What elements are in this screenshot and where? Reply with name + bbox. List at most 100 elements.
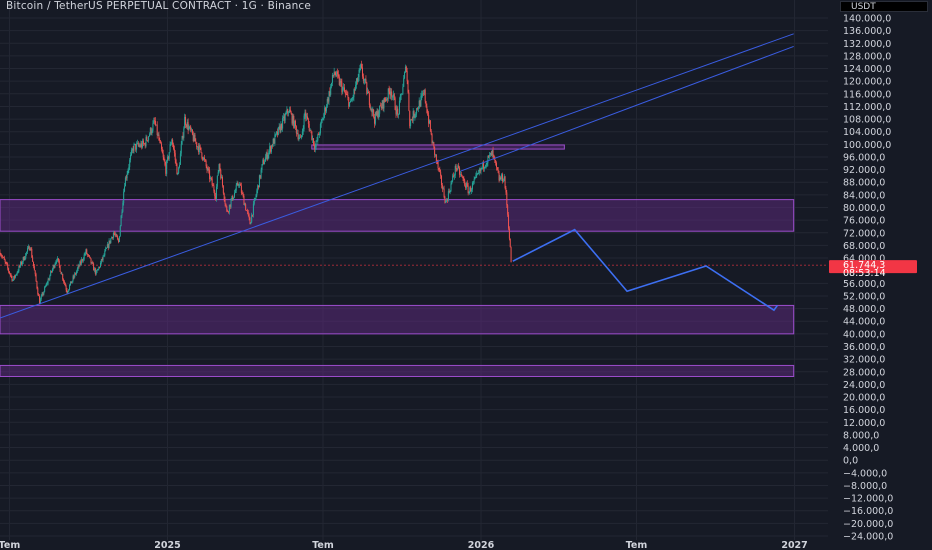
candle-body <box>166 160 168 174</box>
candle-body <box>431 134 433 144</box>
candle-body <box>263 159 265 165</box>
candle-body <box>310 129 312 132</box>
candle-body <box>475 175 477 178</box>
candle-body <box>349 102 351 107</box>
candle-body <box>24 258 26 261</box>
candle-body <box>109 240 111 243</box>
candle-body <box>259 175 261 178</box>
candle-body <box>167 156 169 161</box>
candle-body <box>9 273 11 275</box>
candle-body <box>309 129 311 131</box>
y-tick-label: 28.000,0 <box>843 367 885 378</box>
candle-body <box>421 94 423 97</box>
candle-body <box>227 211 229 213</box>
candle-body <box>119 226 121 237</box>
candle-body <box>121 211 123 216</box>
candle-body <box>283 116 285 121</box>
candle-body <box>464 180 466 186</box>
candle-body <box>426 106 428 113</box>
candle-body <box>8 268 10 272</box>
candle-body <box>71 280 73 284</box>
candle-body <box>153 120 155 124</box>
candle-body <box>87 254 89 256</box>
candle-body <box>102 255 104 261</box>
candle-body <box>337 71 339 75</box>
candle-body <box>85 249 87 254</box>
candle-body <box>204 159 206 161</box>
candle-body <box>382 100 384 109</box>
candle-body <box>370 108 372 110</box>
candle-body <box>392 94 394 97</box>
candle-body <box>106 244 108 248</box>
candle-body <box>174 153 176 161</box>
candle-body <box>232 195 234 200</box>
candle-body <box>398 100 400 114</box>
candle-body <box>56 260 58 262</box>
currency-selector[interactable]: USDT <box>840 1 928 12</box>
candle-body <box>424 89 426 102</box>
candle-body <box>446 199 448 202</box>
last-price-label: 61.744,3 <box>843 260 885 271</box>
candle-body <box>21 262 23 265</box>
x-tick-label: 2027 <box>781 540 807 550</box>
y-tick-label: −12.000,0 <box>843 494 893 505</box>
candle-body <box>466 183 468 186</box>
candle-body <box>501 174 503 180</box>
candle-body <box>461 175 463 177</box>
candle-body <box>337 74 339 77</box>
candle-body <box>331 82 333 87</box>
candle-body <box>437 161 439 169</box>
candle-body <box>492 150 494 156</box>
candle-body <box>252 214 254 216</box>
candle-body <box>183 128 185 138</box>
candle-body <box>408 92 410 111</box>
candle-body <box>304 112 306 116</box>
candle-body <box>70 281 72 284</box>
candle-body <box>46 283 48 285</box>
candle-body <box>342 87 344 93</box>
y-tick-label: 24.000,0 <box>843 380 885 391</box>
candle-body <box>453 175 455 177</box>
candle-body <box>378 113 380 118</box>
candle-body <box>264 161 266 165</box>
candle-body <box>111 237 113 239</box>
candle-body <box>414 115 416 118</box>
candle-body <box>19 265 21 267</box>
candle-body <box>217 172 219 176</box>
candle-body <box>131 149 133 151</box>
candle-body <box>116 234 118 238</box>
candle-body <box>117 237 119 240</box>
candle-body <box>27 246 29 249</box>
candle-body <box>434 146 436 155</box>
price-axis-panel[interactable] <box>828 0 932 550</box>
candle-body <box>460 173 462 176</box>
candle-body <box>489 154 491 157</box>
candle-body <box>281 123 283 129</box>
candle-body <box>33 266 35 271</box>
candle-body <box>483 166 485 169</box>
candle-body <box>344 91 346 94</box>
candle-body <box>487 155 489 163</box>
candle-body <box>51 271 53 272</box>
candle-body <box>203 157 205 160</box>
candle-body <box>499 177 501 181</box>
candle-body <box>138 145 140 147</box>
candle-body <box>265 152 267 158</box>
candle-body <box>231 195 233 201</box>
candle-body <box>145 137 147 147</box>
candle-body <box>80 261 82 264</box>
candle-body <box>110 238 112 243</box>
candle-body <box>129 159 131 168</box>
candle-body <box>216 175 218 187</box>
candle-body <box>157 134 159 136</box>
candle-body <box>486 162 488 165</box>
candle-body <box>319 123 321 134</box>
y-tick-label: 88.000,0 <box>843 178 885 189</box>
candle-body <box>297 133 299 139</box>
candle-body <box>115 234 117 236</box>
candle-body <box>15 274 17 276</box>
candle-body <box>106 247 108 249</box>
candle-body <box>330 86 332 95</box>
candle-body <box>465 183 467 188</box>
